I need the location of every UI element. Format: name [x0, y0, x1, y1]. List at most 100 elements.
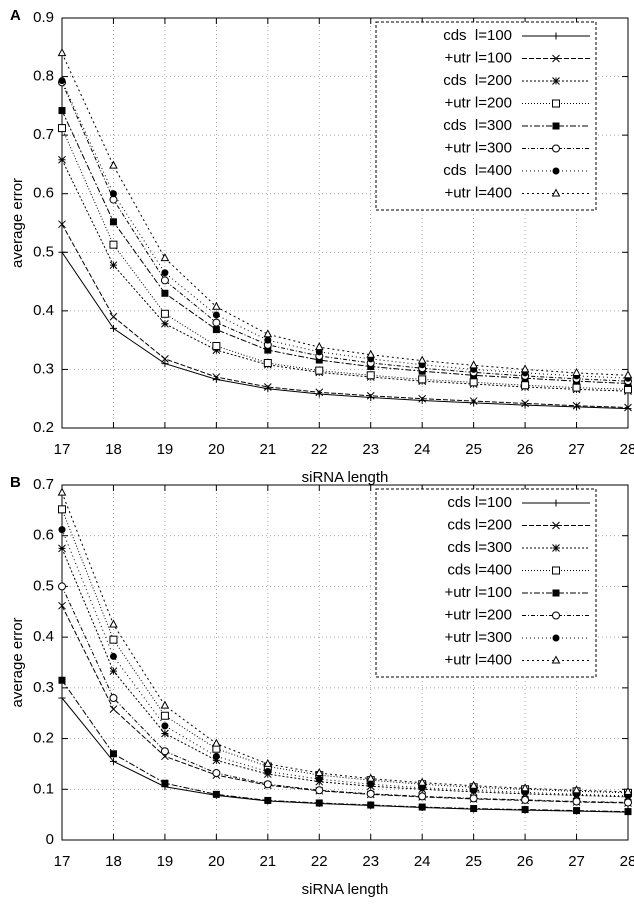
marker-part: [264, 336, 272, 344]
marker-part: [366, 371, 375, 380]
point-marker: [418, 784, 426, 792]
marker-part: [469, 397, 478, 405]
marker-part: [212, 752, 220, 760]
marker-part: [161, 269, 169, 277]
legend-label: +utr l=200: [444, 94, 512, 111]
y-tick-label: 0.7: [33, 126, 54, 143]
marker-part: [109, 757, 117, 765]
marker-part: [552, 544, 560, 552]
point-marker: [109, 312, 118, 321]
legend-label: cds l=200: [447, 516, 512, 533]
legend-marker: [551, 655, 561, 664]
marker-part: [57, 487, 67, 496]
marker-part: [552, 634, 560, 642]
marker-part: [521, 381, 530, 390]
marker-part: [573, 807, 581, 815]
point-marker: [109, 757, 117, 765]
point-marker: [469, 780, 478, 789]
point-marker: [109, 652, 117, 660]
marker-part: [160, 711, 169, 720]
panel-label: B: [10, 474, 21, 491]
series-line: [61, 697, 629, 813]
point-marker: [109, 240, 118, 249]
point-marker: [109, 218, 117, 226]
marker-part: [161, 289, 169, 297]
point-marker: [418, 792, 427, 801]
marker-part: [58, 544, 66, 553]
point-marker: [161, 722, 169, 730]
marker-part: [469, 780, 478, 789]
x-tick-label: 21: [259, 441, 276, 458]
point-marker: [212, 342, 221, 350]
point-marker: [109, 635, 118, 644]
marker-part: [551, 188, 561, 197]
plot-frame: [61, 17, 629, 429]
marker-part: [418, 375, 427, 384]
marker-part: [623, 370, 633, 379]
x-tick-label: 28: [620, 441, 634, 458]
x-tick-label: 23: [362, 853, 379, 870]
marker-part: [572, 367, 581, 376]
marker-part: [470, 805, 478, 813]
point-marker: [109, 705, 118, 714]
marker-part: [58, 77, 66, 85]
legend-marker: [552, 566, 560, 575]
point-marker: [58, 694, 66, 702]
marker-part: [161, 729, 169, 738]
marker-part: [212, 318, 221, 327]
point-marker: [160, 276, 169, 285]
marker-part: [418, 803, 426, 811]
point-marker: [109, 261, 118, 270]
marker-part: [160, 700, 170, 709]
marker-part: [160, 747, 169, 756]
marker-part: [58, 526, 66, 534]
point-marker: [264, 336, 272, 344]
series-line: [61, 529, 629, 797]
point-marker: [366, 349, 376, 358]
marker-part: [572, 785, 581, 794]
y-tick-label: 0.8: [33, 68, 54, 85]
marker-part: [58, 155, 66, 164]
point-marker: [109, 750, 117, 758]
point-marker: [161, 355, 169, 363]
series-line: [61, 223, 629, 408]
point-marker: [109, 324, 117, 332]
marker-part: [58, 601, 66, 610]
legend-label: +utr l=400: [444, 651, 512, 668]
point-marker: [58, 505, 66, 514]
marker-part: [366, 773, 376, 782]
marker-part: [521, 806, 529, 814]
marker-part: [315, 366, 324, 375]
legend-marker: [552, 32, 560, 40]
y-tick-label: 0.3: [33, 679, 54, 696]
marker-part: [315, 786, 324, 795]
legend-marker: [552, 167, 560, 175]
legend-label: cds l=400: [443, 162, 512, 179]
marker-part: [109, 619, 118, 628]
marker-part: [58, 220, 66, 229]
point-marker: [109, 667, 118, 675]
marker-part: [315, 356, 323, 364]
marker-part: [109, 190, 117, 198]
point-marker: [212, 752, 220, 760]
marker-part: [417, 777, 427, 786]
point-marker: [418, 803, 426, 811]
marker-part: [58, 694, 66, 702]
x-tick-label: 22: [311, 853, 328, 870]
marker-part: [572, 383, 581, 392]
marker-part: [109, 240, 118, 249]
x-axis-title: siRNA length: [302, 469, 389, 486]
marker-part: [552, 77, 560, 85]
series-line: [61, 52, 629, 376]
point-marker: [623, 786, 633, 795]
y-tick-label: 0.5: [33, 577, 54, 594]
legend-box: [375, 488, 597, 678]
point-marker: [212, 311, 220, 319]
legend-marker: [552, 499, 560, 507]
marker-part: [572, 401, 581, 410]
marker-part: [314, 768, 324, 777]
point-marker: [366, 773, 376, 782]
legend-label: cds l=200: [443, 72, 512, 89]
point-marker: [109, 619, 118, 628]
marker-part: [552, 521, 560, 530]
